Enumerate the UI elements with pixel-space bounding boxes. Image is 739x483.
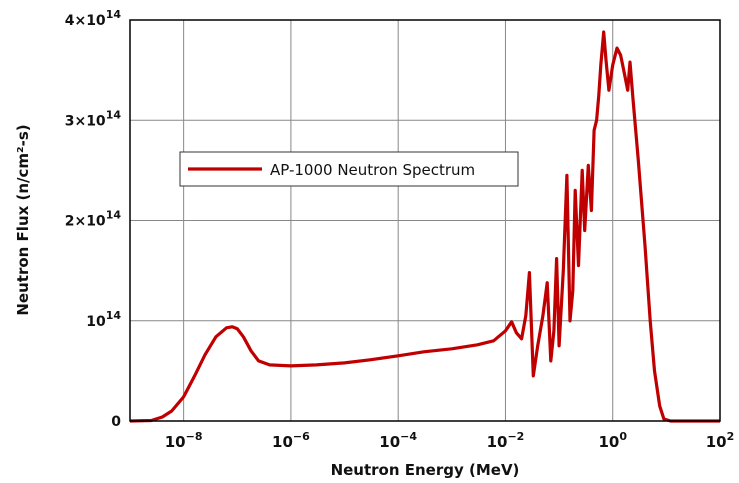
x-tick-label: 10−8: [165, 430, 203, 451]
x-tick-label: 10−6: [272, 430, 310, 451]
y-tick-label: 1014: [86, 309, 121, 330]
x-tick-label: 10−2: [487, 430, 525, 451]
grid: [130, 20, 720, 421]
y-axis-label: Neutron Flux (n/cm²-s): [14, 124, 32, 315]
legend-label: AP-1000 Neutron Spectrum: [270, 161, 475, 179]
y-tick-labels: 0 1014 2×1014 3×1014 4×1014: [65, 8, 122, 430]
x-tick-labels: 10−8 10−6 10−4 10−2 100 102: [165, 430, 735, 451]
y-tick-label: 0: [111, 414, 121, 430]
legend: AP-1000 Neutron Spectrum: [179, 151, 519, 187]
plot-frame: [129, 19, 721, 422]
x-axis-label: Neutron Energy (MeV): [331, 461, 520, 479]
y-tick-label: 3×1014: [65, 108, 122, 129]
series-line-ap1000: [129, 30, 720, 423]
y-tick-label: 2×1014: [65, 209, 122, 230]
x-tick-label: 10−4: [379, 430, 417, 451]
x-tick-label: 102: [706, 430, 735, 451]
x-tick-label: 100: [598, 430, 627, 451]
y-tick-label: 4×1014: [65, 8, 122, 29]
